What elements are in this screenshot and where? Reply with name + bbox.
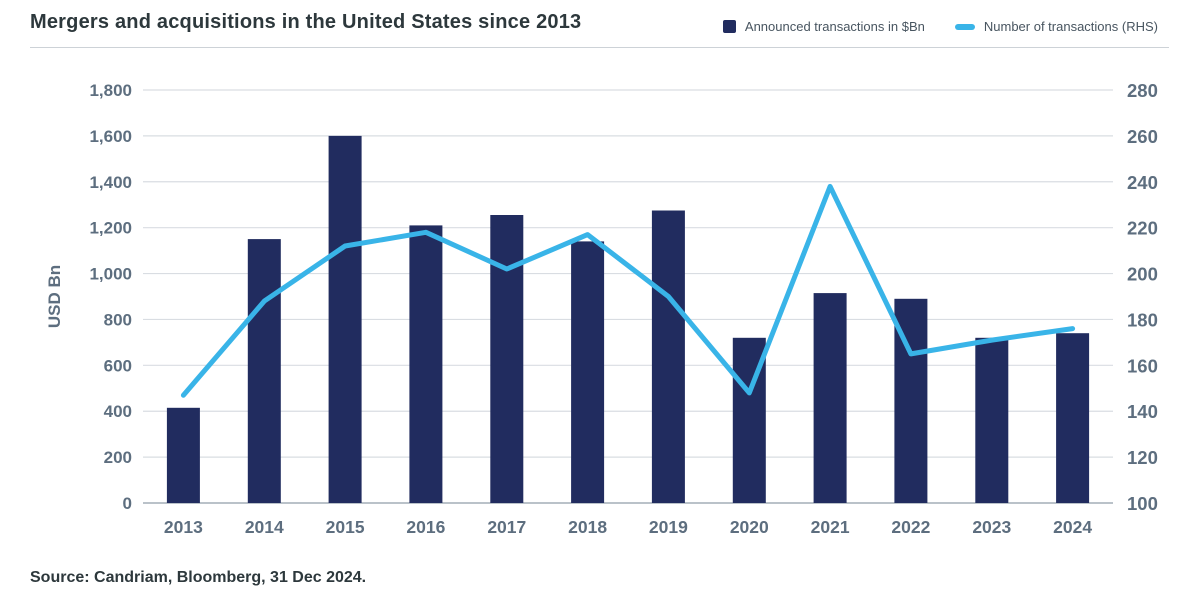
x-axis-label-2020: 2020 xyxy=(730,517,769,537)
x-axis-label-2014: 2014 xyxy=(245,517,284,537)
right-axis-tick-160: 160 xyxy=(1127,355,1158,376)
right-axis-tick-260: 260 xyxy=(1127,126,1158,147)
left-axis-tick-800: 800 xyxy=(104,310,132,329)
x-axis-label-2015: 2015 xyxy=(326,517,365,537)
bar-2016 xyxy=(409,225,443,503)
bar-2019 xyxy=(651,210,685,503)
page-title: Mergers and acquisitions in the United S… xyxy=(30,11,582,33)
legend-label-line: Number of transactions (RHS) xyxy=(983,19,1158,34)
x-axis-label-2024: 2024 xyxy=(1053,517,1092,537)
bar-2024 xyxy=(1056,333,1090,503)
legend-item-bars: Announced transactions in $Bn xyxy=(722,19,925,34)
x-axis-label-2023: 2023 xyxy=(972,517,1011,537)
source-attribution: Source: Candriam, Bloomberg, 31 Dec 2024… xyxy=(30,569,367,586)
right-axis-tick-100: 100 xyxy=(1127,493,1158,514)
legend-label-bars: Announced transactions in $Bn xyxy=(744,19,925,34)
x-axis-label-2022: 2022 xyxy=(891,517,930,537)
bar-2017 xyxy=(490,215,524,503)
bar-2013 xyxy=(166,407,200,503)
left-axis-tick-1600: 1,600 xyxy=(89,127,132,146)
x-axis-label-2013: 2013 xyxy=(164,517,203,537)
bar-2021 xyxy=(813,293,847,503)
x-axis-label-2018: 2018 xyxy=(568,517,607,537)
right-axis-tick-180: 180 xyxy=(1127,309,1158,330)
left-axis-tick-0: 0 xyxy=(123,494,132,513)
ma-combo-chart: 0 100 200 120 400 140 600 160 800 180 1,000 200 1,20… xyxy=(45,80,1158,537)
left-axis-title: USD Bn xyxy=(45,265,64,328)
left-axis-tick-200: 200 xyxy=(104,448,132,467)
left-axis-tick-1000: 1,000 xyxy=(89,265,132,284)
left-axis-tick-600: 600 xyxy=(104,356,132,375)
left-axis-tick-400: 400 xyxy=(104,402,132,421)
bar-2014 xyxy=(247,239,281,503)
left-axis-tick-1800: 1,800 xyxy=(89,81,132,100)
bar-2023 xyxy=(975,337,1009,503)
x-axis-label-2017: 2017 xyxy=(487,517,526,537)
right-axis-tick-200: 200 xyxy=(1127,264,1158,285)
x-axis-label-2016: 2016 xyxy=(406,517,445,537)
line-series-swatch-icon xyxy=(954,23,975,30)
right-axis-tick-220: 220 xyxy=(1127,218,1158,239)
legend-item-line: Number of transactions (RHS) xyxy=(954,19,1158,34)
chart-legend: Announced transactions in $Bn Number of … xyxy=(722,19,1158,34)
transactions-count-line xyxy=(180,183,1076,398)
right-axis-tick-240: 240 xyxy=(1127,172,1158,193)
x-axis-label-2019: 2019 xyxy=(649,517,688,537)
bar-series-swatch-icon xyxy=(722,20,736,33)
right-axis-tick-280: 280 xyxy=(1127,80,1158,101)
header-divider xyxy=(30,47,1169,48)
right-axis-tick-120: 120 xyxy=(1127,447,1158,468)
bar-2018 xyxy=(571,241,605,503)
bar-2015 xyxy=(328,135,362,503)
x-axis-label-2021: 2021 xyxy=(811,517,850,537)
left-axis-tick-1200: 1,200 xyxy=(89,219,132,238)
right-axis-tick-140: 140 xyxy=(1127,401,1158,422)
left-axis-tick-1400: 1,400 xyxy=(89,173,132,192)
